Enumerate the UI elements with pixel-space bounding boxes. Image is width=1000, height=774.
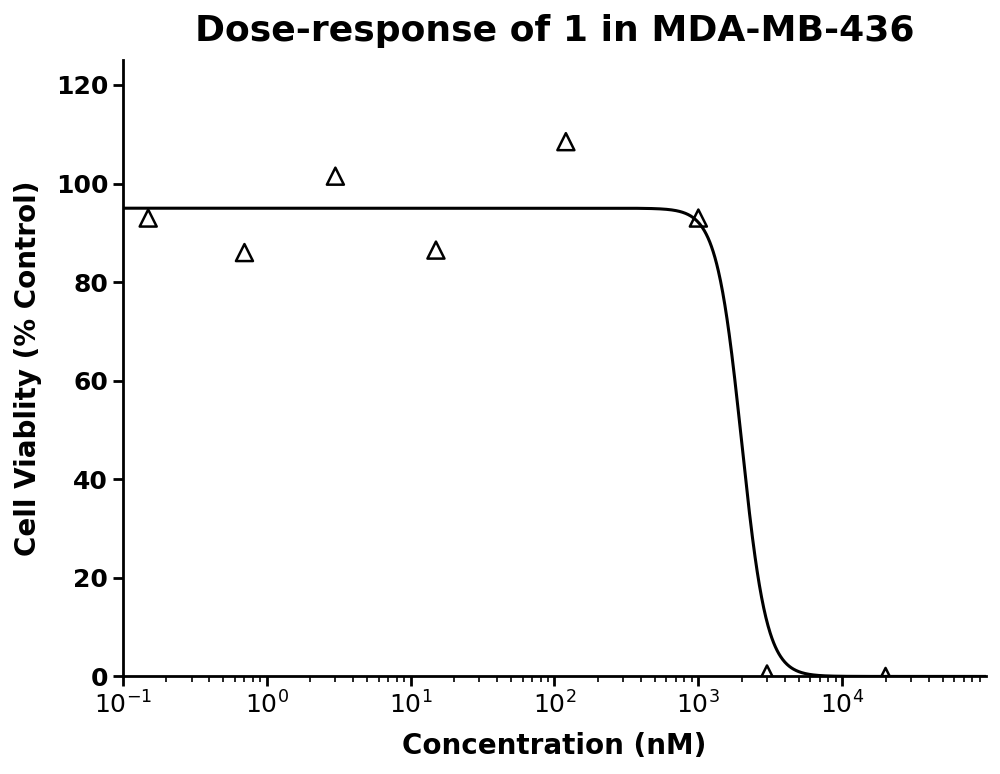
Point (236, 246, 252, 259)
X-axis label: Concentration (nM): Concentration (nM) (402, 732, 707, 760)
Point (878, 670, 894, 683)
Y-axis label: Cell Viablity (% Control): Cell Viablity (% Control) (14, 180, 42, 557)
Point (759, 668, 775, 680)
Point (558, 135, 574, 148)
Title: Dose-response of 1 in MDA-MB-436: Dose-response of 1 in MDA-MB-436 (195, 14, 914, 48)
Point (327, 170, 343, 183)
Point (428, 244, 444, 256)
Point (690, 212, 706, 224)
Point (140, 212, 156, 224)
